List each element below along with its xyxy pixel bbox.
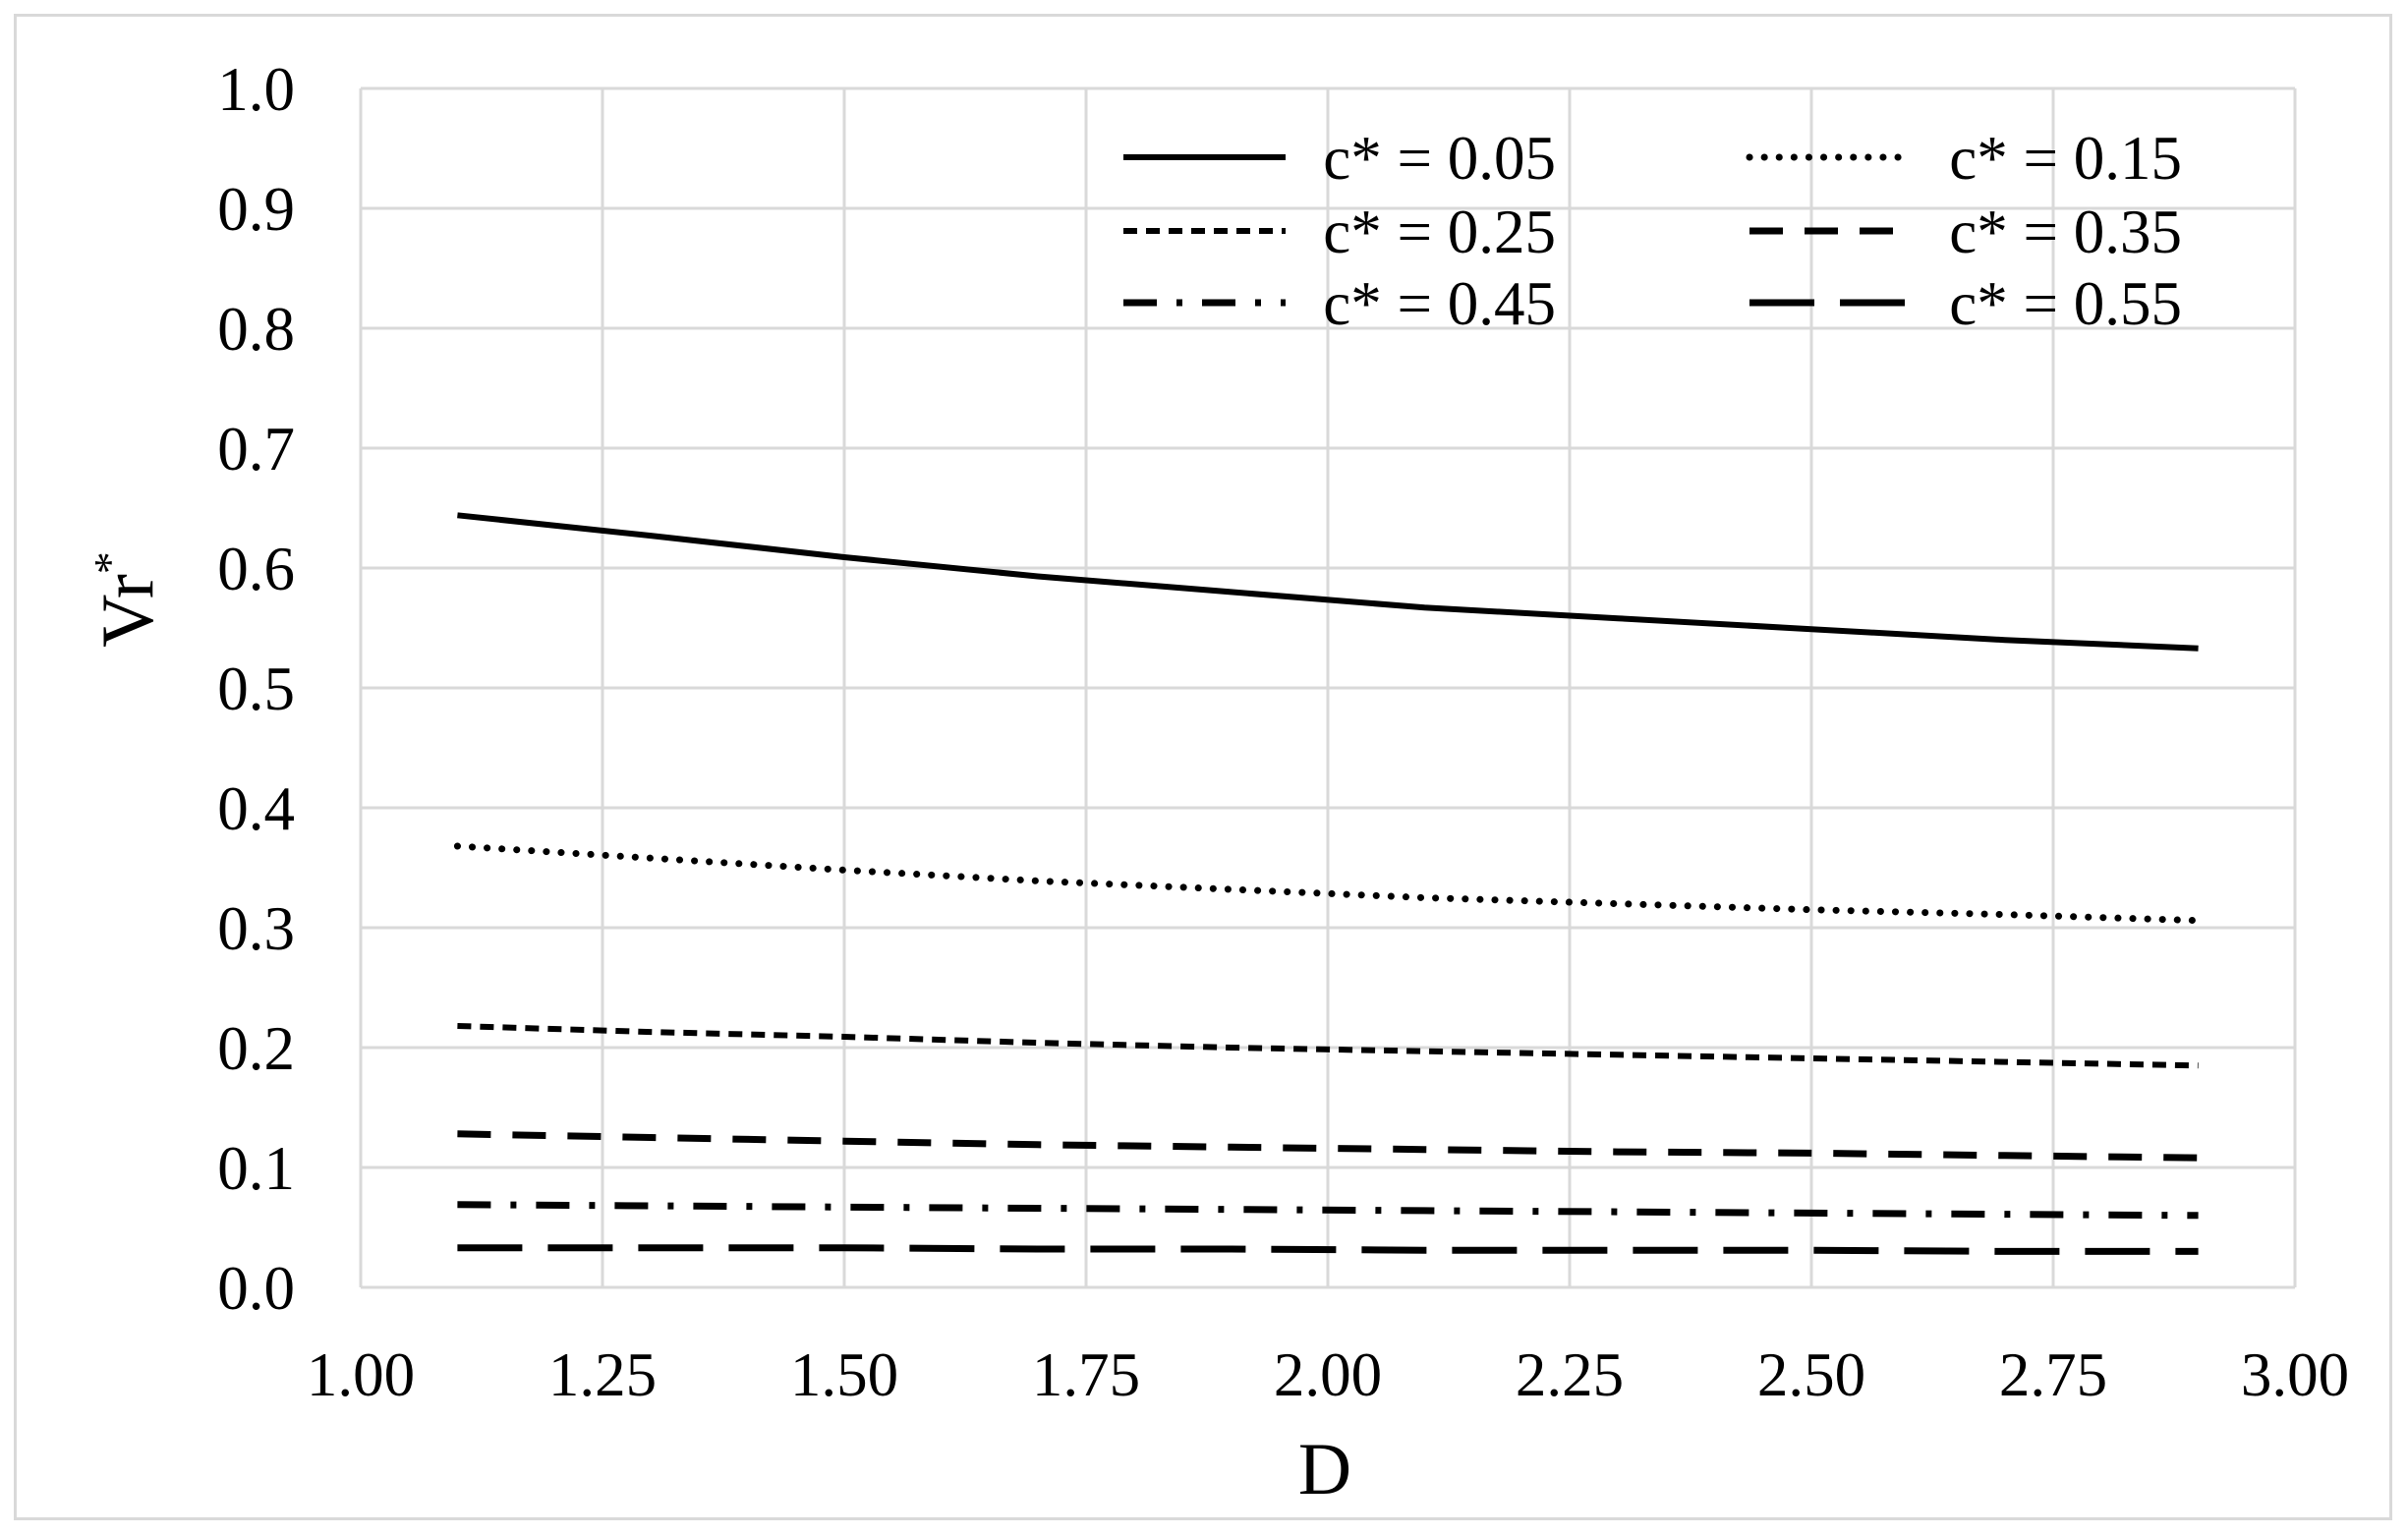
legend-label: c* = 0.25 <box>1323 198 1556 266</box>
y-tick-label: 0.8 <box>217 295 295 364</box>
y-tick-label: 0.7 <box>217 415 295 484</box>
x-tick-label: 2.00 <box>1274 1340 1382 1409</box>
x-axis-title: D <box>1298 1429 1351 1510</box>
y-tick-label: 0.3 <box>217 894 295 963</box>
series-lines <box>453 512 2203 1255</box>
y-tick-label: 0.2 <box>217 1014 295 1083</box>
y-tick-labels: 0.0 0.1 0.2 0.3 0.4 0.5 0.6 0.7 0.8 0.9 1.0 <box>217 55 295 1323</box>
legend: c* = 0.05 c* = 0.15c* = 0.25 c* = 0.35c* =… <box>1123 124 2182 338</box>
x-tick-label: 2.50 <box>1757 1340 1865 1409</box>
series-line-long-dash <box>457 1244 2199 1255</box>
x-tick-label: 3.00 <box>2241 1340 2349 1409</box>
legend-label: c* = 0.05 <box>1323 124 1556 193</box>
legend-label: c* = 0.15 <box>1949 124 2182 193</box>
legend-label: c* = 0.55 <box>1949 269 2182 338</box>
x-tick-label: 1.50 <box>790 1340 898 1409</box>
y-tick-label: 1.0 <box>217 55 295 124</box>
x-tick-label: 1.00 <box>307 1340 415 1409</box>
x-tick-label: 1.75 <box>1032 1340 1140 1409</box>
legend-label: c* = 0.35 <box>1949 198 2182 266</box>
grid-lines <box>359 86 2297 1289</box>
x-tick-label: 2.25 <box>1516 1340 1624 1409</box>
legend-label: c* = 0.45 <box>1323 269 1556 338</box>
x-tick-label: 1.25 <box>548 1340 657 1409</box>
x-tick-label: 2.75 <box>1999 1340 2107 1409</box>
series-line-dotted <box>453 842 2203 925</box>
y-tick-label: 0.5 <box>217 654 295 723</box>
series-line-dash-dot <box>457 1201 2199 1220</box>
series-line-dash <box>457 1130 2199 1162</box>
y-tick-label: 0.9 <box>217 175 295 244</box>
y-tick-label: 0.0 <box>217 1254 295 1323</box>
y-tick-label: 0.6 <box>217 535 295 603</box>
y-tick-label: 0.1 <box>217 1134 295 1203</box>
series-line-solid <box>457 512 2199 652</box>
y-tick-label: 0.4 <box>217 774 295 843</box>
chart-frame <box>14 14 2392 1520</box>
series-line-short-dash <box>457 1023 2199 1069</box>
x-tick-labels: 1.00 1.25 1.50 1.75 2.00 2.25 2.50 2.75 3.00 <box>307 1340 2349 1409</box>
y-axis-title: Vr* <box>85 551 169 648</box>
